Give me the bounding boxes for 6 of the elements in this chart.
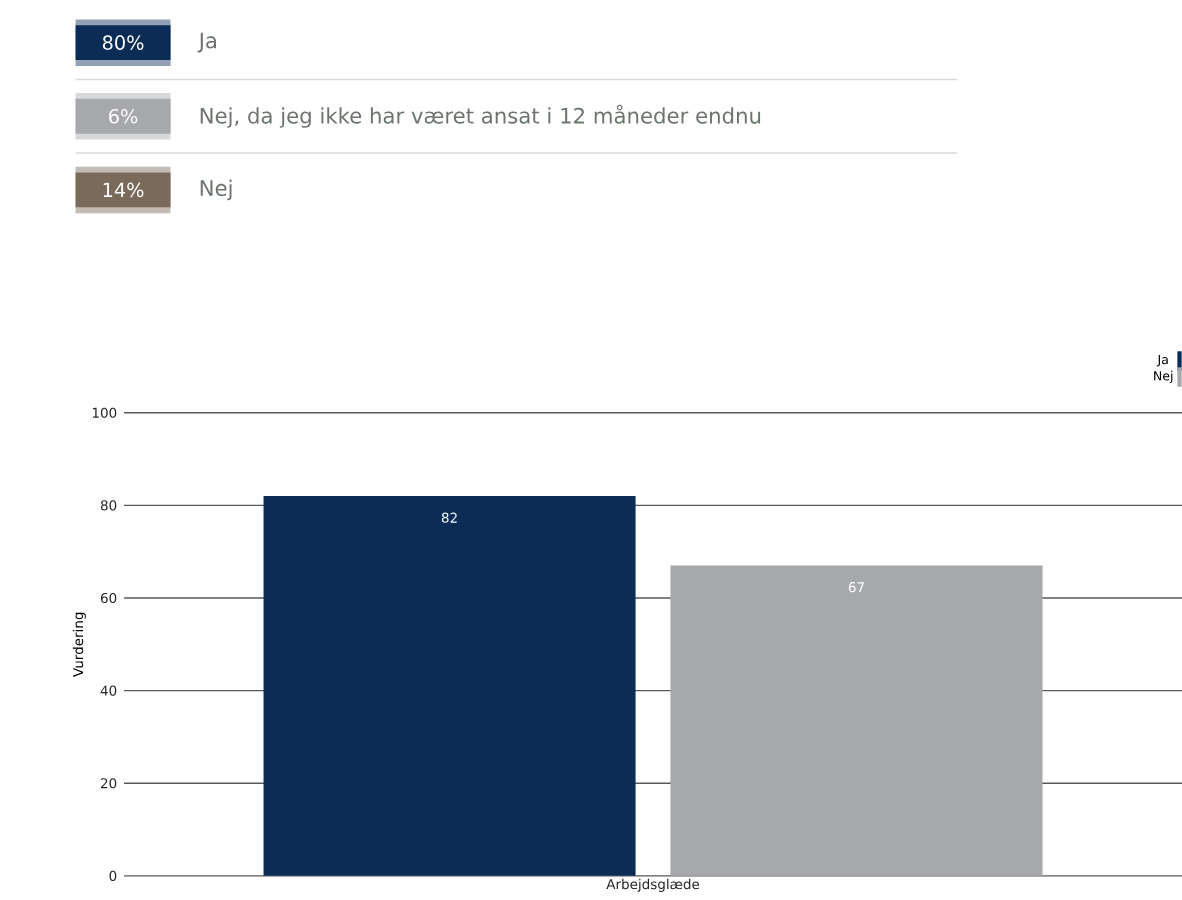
text: 14% [103,183,144,198]
category-label: Ja [197,33,216,53]
text: 6% [109,109,138,124]
category-label: Nej, da jeg ikke har været ansat i 12 måneder endnu [200,105,761,129]
text: 80% [102,35,144,51]
category-label: Nej [200,180,232,201]
